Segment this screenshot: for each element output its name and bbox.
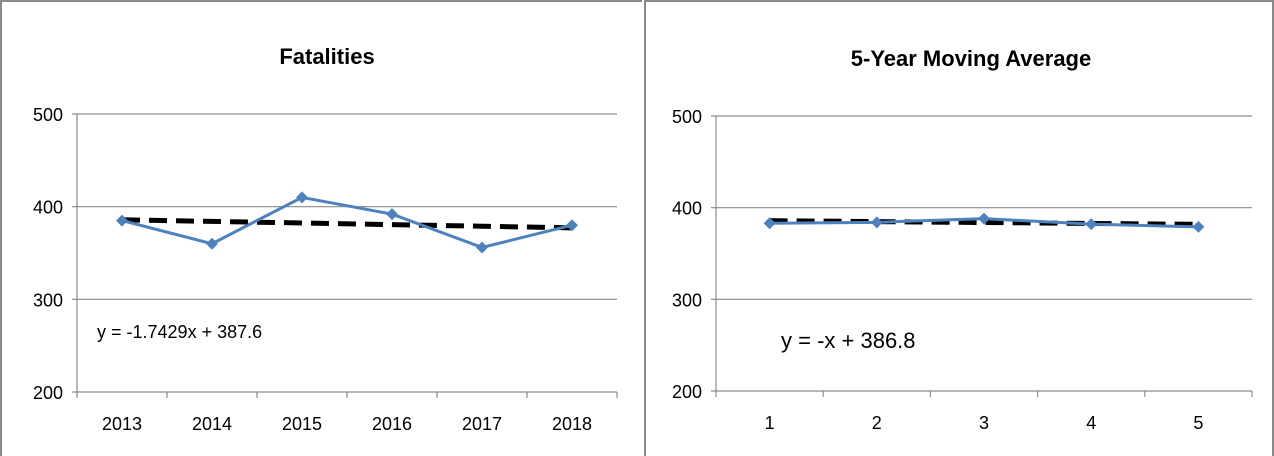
x-tick-label: 4 xyxy=(1086,413,1096,433)
chart-title: Fatalities xyxy=(279,44,374,69)
data-point xyxy=(978,212,990,225)
data-point xyxy=(763,217,776,230)
y-tick-label: 500 xyxy=(672,107,702,127)
fatalities-chart: Fatalities 200 300 400 500 2013 2014 2015 2016 20… xyxy=(33,44,618,434)
x-tick-label: 3 xyxy=(979,413,989,433)
y-tick-label: 200 xyxy=(33,383,63,403)
data-point xyxy=(116,214,128,227)
x-tick-label: 2014 xyxy=(192,414,232,434)
moving-average-chart-panel: 5-Year Moving Average 200 300 400 500 1 2 3 4 5 y … xyxy=(644,0,1274,456)
y-tick-label: 400 xyxy=(33,198,63,218)
x-tick-label: 1 xyxy=(765,413,775,433)
trendline-equation: y = -1.7429x + 387.6 xyxy=(97,322,262,342)
data-point xyxy=(386,208,398,221)
x-tick-label: 2 xyxy=(872,413,882,433)
data-point xyxy=(476,241,488,254)
data-point xyxy=(206,237,218,250)
y-tick-label: 300 xyxy=(672,290,702,310)
data-point xyxy=(296,191,308,204)
moving-average-chart: 5-Year Moving Average 200 300 400 500 1 2 3 4 5 y … xyxy=(672,46,1253,433)
chart-title: 5-Year Moving Average xyxy=(851,46,1091,71)
y-tick-label: 200 xyxy=(672,382,702,402)
series-line xyxy=(121,195,573,250)
x-tick-label: 2015 xyxy=(282,414,322,434)
data-point xyxy=(1085,218,1098,231)
data-point xyxy=(1192,220,1205,233)
x-tick-label: 2017 xyxy=(462,414,502,434)
y-tick-label: 400 xyxy=(672,199,702,219)
data-point xyxy=(870,216,883,229)
trendline-equation: y = -x + 386.8 xyxy=(781,328,916,353)
x-tick-label: 2018 xyxy=(552,414,592,434)
x-tick-label: 2016 xyxy=(372,414,412,434)
y-tick-label: 500 xyxy=(33,105,63,125)
x-tick-label: 5 xyxy=(1193,413,1203,433)
x-tick-label: 2013 xyxy=(102,414,142,434)
y-tick-label: 300 xyxy=(33,290,63,310)
data-point xyxy=(566,219,578,232)
trendline xyxy=(121,217,573,231)
fatalities-chart-panel: Fatalities 200 300 400 500 2013 2014 2015 2016 20… xyxy=(0,0,642,456)
